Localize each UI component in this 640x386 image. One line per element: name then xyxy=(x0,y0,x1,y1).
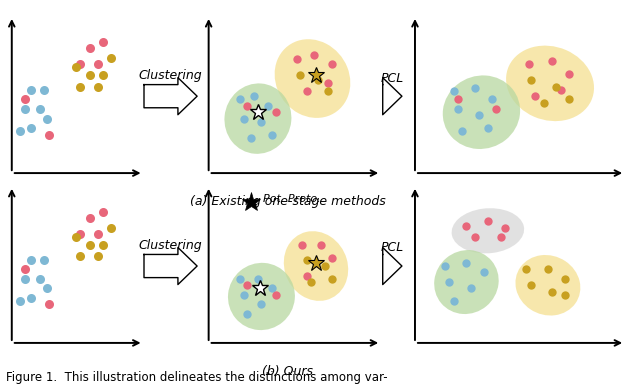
Ellipse shape xyxy=(506,46,594,121)
Ellipse shape xyxy=(225,83,291,154)
Text: Pot. Proto.: Pot. Proto. xyxy=(263,194,321,204)
Ellipse shape xyxy=(275,39,350,118)
Text: Clustering: Clustering xyxy=(139,69,202,82)
Text: (b) Ours: (b) Ours xyxy=(262,365,314,378)
Polygon shape xyxy=(383,247,402,284)
Polygon shape xyxy=(144,78,197,115)
Ellipse shape xyxy=(443,75,520,149)
Ellipse shape xyxy=(434,250,499,314)
Ellipse shape xyxy=(228,263,295,330)
Ellipse shape xyxy=(515,255,580,315)
Polygon shape xyxy=(383,78,402,115)
Ellipse shape xyxy=(284,231,348,301)
Text: (a) Existing one-stage methods: (a) Existing one-stage methods xyxy=(190,195,386,208)
Ellipse shape xyxy=(452,208,524,253)
Text: PCL: PCL xyxy=(381,72,404,85)
Text: Clustering: Clustering xyxy=(139,239,202,252)
Text: PCL: PCL xyxy=(381,242,404,254)
Text: Figure 1.  This illustration delineates the distinctions among var-: Figure 1. This illustration delineates t… xyxy=(6,371,388,384)
Polygon shape xyxy=(144,247,197,284)
